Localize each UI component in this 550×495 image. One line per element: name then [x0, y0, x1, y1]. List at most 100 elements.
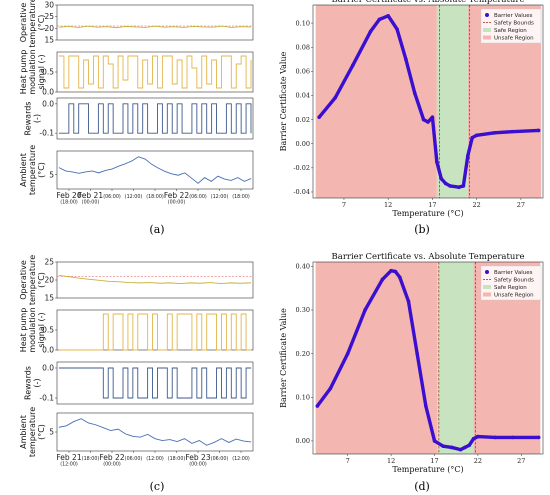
data-point	[237, 177, 239, 178]
data-point	[221, 313, 222, 315]
legend-marker-safe	[483, 28, 491, 32]
data-point	[78, 367, 79, 369]
data-point	[152, 55, 153, 57]
data-point	[73, 132, 75, 134]
y-axis-label: Ambienttemperature(°C)	[19, 407, 46, 457]
subplot-frame	[56, 412, 254, 452]
data-point	[132, 55, 134, 57]
data-point	[196, 397, 198, 399]
data-point	[171, 83, 173, 85]
data-point	[196, 87, 198, 89]
data-point	[91, 170, 93, 172]
data-point	[226, 103, 227, 105]
x-tick-label: Feb 23	[185, 453, 210, 462]
barrier-point	[333, 96, 337, 100]
x-tick-label: Feb 21	[78, 191, 103, 200]
legend-marker-unsafe	[483, 35, 491, 40]
data-point	[71, 171, 73, 173]
plot-frame	[312, 261, 544, 455]
data-point	[132, 349, 134, 351]
data-point	[201, 349, 203, 351]
data-point	[144, 158, 146, 160]
data-point	[200, 282, 201, 284]
data-point	[122, 79, 124, 81]
subplot-frame	[56, 361, 254, 405]
x-tick-label: Feb 22	[99, 453, 124, 462]
barrier-curve	[315, 269, 541, 452]
legend-label: Barrier Values	[494, 270, 533, 276]
data-point	[68, 367, 70, 369]
data-point	[151, 164, 152, 165]
y-tick-label: 0.0	[42, 88, 54, 97]
data-point	[122, 367, 124, 369]
data-point	[199, 440, 200, 441]
data-point	[221, 438, 222, 439]
data-point	[78, 277, 80, 279]
data-point	[206, 313, 207, 315]
data-point	[213, 442, 215, 443]
data-point	[226, 367, 227, 369]
data-point	[58, 367, 60, 369]
data-point	[159, 282, 161, 284]
data-point	[106, 26, 108, 27]
x-tick-sublabel: (18:00)	[146, 194, 164, 200]
data-point	[196, 132, 198, 134]
data-point	[117, 132, 119, 134]
data-point	[244, 181, 245, 182]
barrier-point	[443, 181, 448, 186]
data-point	[116, 27, 117, 28]
data-point	[145, 27, 146, 28]
data-point	[245, 87, 247, 89]
legend-label: Unsafe Region	[494, 36, 534, 42]
barrier-point	[471, 436, 476, 441]
data-point	[201, 55, 203, 57]
data-point	[122, 103, 124, 105]
data-point	[206, 397, 207, 399]
data-point	[78, 103, 79, 105]
y-tick-label: 0.00	[296, 437, 310, 445]
legend-label: Unsafe Region	[494, 293, 534, 299]
x-tick-sublabel: (06:00)	[189, 194, 207, 200]
data-point	[250, 178, 252, 179]
data-point	[58, 26, 60, 28]
barrier-point	[441, 444, 445, 448]
y-tick-label: 5	[49, 170, 54, 179]
data-point	[167, 55, 168, 57]
x-tick-sublabel: (18:00)	[82, 456, 100, 462]
data-point	[105, 170, 106, 171]
data-point	[216, 349, 217, 351]
x-tick-sublabel: (12:00)	[146, 456, 164, 462]
panel-label: (a)	[149, 223, 164, 236]
data-point	[68, 103, 70, 105]
data-point	[231, 27, 233, 28]
data-point	[245, 349, 247, 351]
data-point	[93, 132, 94, 134]
data-point	[157, 103, 158, 105]
data-point	[142, 313, 143, 315]
data-point	[169, 439, 171, 440]
data-point	[147, 349, 148, 351]
data-point	[164, 171, 166, 172]
data-point	[142, 397, 143, 399]
panel-label: (c)	[150, 480, 165, 493]
data-point	[107, 63, 109, 65]
data-point	[132, 436, 134, 437]
y-tick-label: 0.10	[296, 393, 310, 401]
data-point	[196, 313, 198, 315]
barrier-point	[457, 185, 461, 189]
data-point	[58, 349, 60, 351]
data-point	[88, 132, 89, 134]
data-point	[186, 132, 188, 134]
data-point	[221, 397, 222, 399]
y-axis-label: Ambienttemperature(°C)	[19, 145, 46, 195]
data-point	[68, 349, 70, 351]
data-point	[202, 26, 204, 28]
panel-label: (d)	[414, 480, 430, 493]
data-point	[127, 313, 129, 315]
data-point	[211, 59, 212, 61]
data-point	[154, 438, 156, 439]
x-tick-label: 12	[384, 201, 392, 209]
data-point	[157, 367, 158, 369]
